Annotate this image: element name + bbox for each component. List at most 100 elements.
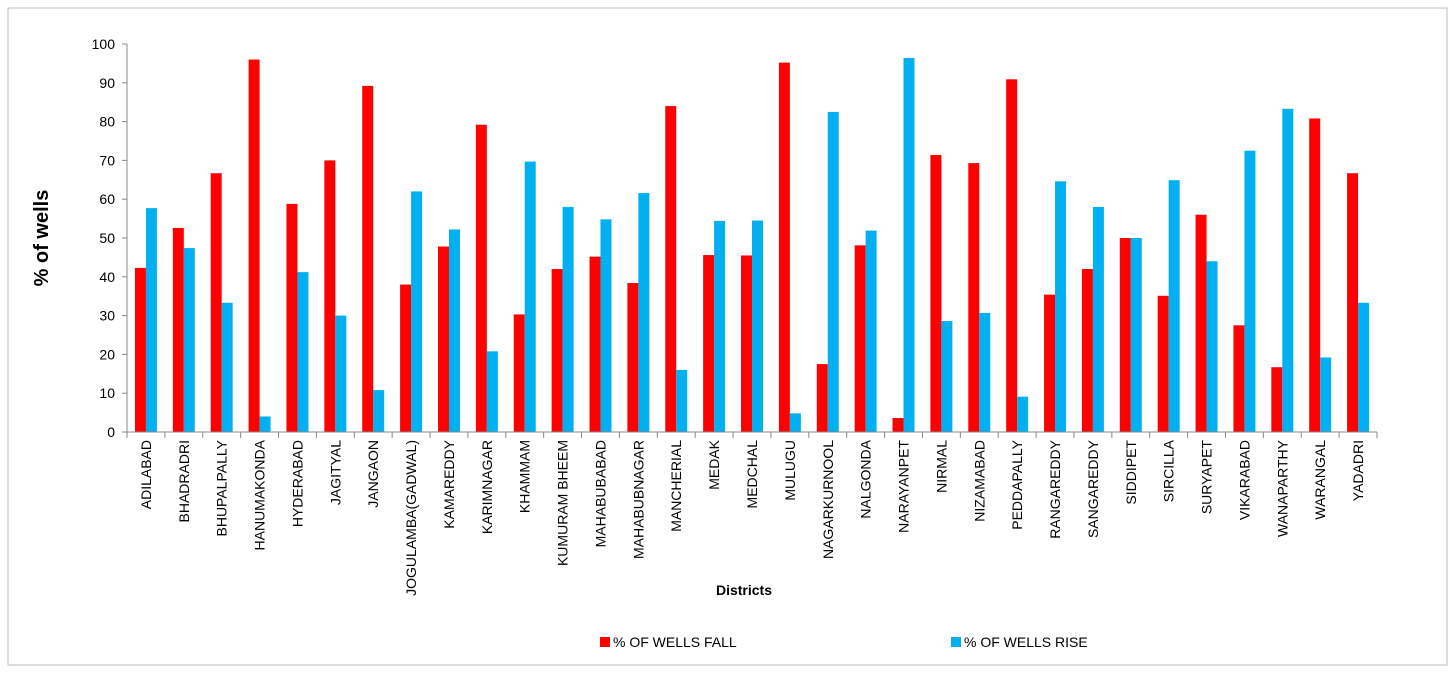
x-tick-label: SURYAPET [1199, 440, 1215, 515]
legend-label: % OF WELLS FALL [613, 634, 737, 650]
y-tick-label: 70 [99, 152, 115, 168]
bar [324, 160, 336, 432]
bar [373, 390, 385, 432]
bar [210, 173, 222, 433]
bar [1347, 173, 1359, 433]
x-tick-label: SIRCILLA [1161, 439, 1177, 502]
bar [827, 111, 839, 433]
x-tick-label: SIDDIPET [1123, 440, 1139, 505]
bar [979, 312, 991, 432]
bar [297, 272, 309, 432]
bar [172, 227, 184, 432]
bar [703, 255, 715, 432]
x-tick-label: YADADRI [1350, 440, 1366, 501]
bar [589, 256, 601, 432]
y-tick-label: 90 [99, 75, 115, 91]
bar [475, 124, 487, 432]
bar [551, 269, 563, 432]
bar [1282, 108, 1294, 433]
y-tick-label: 20 [99, 346, 115, 362]
bar [1309, 118, 1321, 432]
x-tick-label: WARANGAL [1312, 440, 1328, 520]
bar [248, 59, 260, 433]
y-tick-label: 50 [99, 230, 115, 246]
bar [865, 230, 877, 432]
legend-label: % OF WELLS RISE [964, 634, 1088, 650]
bar [941, 321, 953, 432]
bar [400, 284, 412, 432]
x-tick-label: JANGAON [365, 440, 381, 508]
x-tick-label: MAHABUBABAD [592, 440, 608, 547]
bar [676, 369, 688, 432]
x-tick-label: ADILABAD [138, 440, 154, 509]
bar [562, 206, 574, 432]
y-tick-label: 30 [99, 308, 115, 324]
bar [638, 192, 650, 432]
y-tick-label: 80 [99, 114, 115, 130]
x-axis-title: Districts [716, 582, 772, 598]
bar [892, 418, 904, 432]
bar [1119, 238, 1131, 432]
bar [335, 315, 347, 432]
bar [1244, 150, 1256, 432]
x-tick-label: KARIMNAGAR [479, 440, 495, 534]
x-tick-label: HYDERABAD [289, 440, 305, 527]
x-tick-label: NARAYANPET [896, 440, 912, 533]
x-tick-label: BHADRADRI [176, 440, 192, 522]
bar [1006, 79, 1018, 433]
x-tick-label: JAGITYAL [327, 440, 343, 505]
bar [903, 57, 915, 433]
bar [752, 220, 763, 432]
legend-swatch [951, 637, 961, 647]
y-tick-label: 10 [99, 385, 115, 401]
bar [1044, 294, 1056, 432]
bar [816, 364, 828, 432]
bar [1206, 261, 1218, 432]
bar [362, 85, 374, 433]
x-tick-label: RANGAREDDY [1047, 439, 1063, 538]
bar [134, 267, 146, 432]
bar [286, 203, 298, 432]
bar [1092, 206, 1104, 432]
x-tick-label: KUMURAM BHEEM [555, 440, 571, 566]
bar [1081, 269, 1093, 432]
bar [714, 220, 726, 432]
x-tick-label: KAMAREDDY [441, 439, 457, 528]
x-tick-label: MEDCHAL [744, 440, 760, 509]
bar [145, 208, 157, 432]
bar [1233, 325, 1245, 432]
bar [486, 351, 498, 432]
x-tick-label: KHAMMAM [517, 440, 533, 513]
bar [1358, 302, 1370, 432]
x-tick-label: NIZAMABAD [971, 440, 987, 522]
bar [448, 229, 460, 432]
bar [1271, 367, 1283, 432]
bar [1017, 396, 1029, 432]
bar [1130, 238, 1142, 432]
bar [930, 154, 942, 432]
bar [854, 245, 866, 432]
x-tick-label: NALGONDA [858, 439, 874, 518]
bar [1055, 181, 1067, 432]
x-tick-label: SANGAREDDY [1085, 439, 1101, 538]
legend-swatch [600, 637, 610, 647]
x-tick-label: MULUGU [782, 440, 798, 501]
bar [665, 106, 677, 432]
x-tick-label: MAHABUBNAGAR [630, 440, 646, 559]
bar [513, 314, 525, 432]
bar [411, 191, 423, 432]
x-tick-label: NIRMAL [933, 440, 949, 493]
y-tick-label: 60 [99, 191, 115, 207]
y-axis-title: % of wells [31, 190, 53, 287]
bar [968, 163, 980, 432]
x-tick-label: BHUPALPALLY [214, 439, 230, 536]
bar [524, 161, 536, 432]
bar [600, 219, 612, 432]
y-tick-label: 100 [92, 36, 116, 52]
bar [789, 413, 801, 432]
bar [1320, 357, 1332, 432]
bar [437, 246, 449, 432]
y-tick-label: 0 [107, 424, 115, 440]
bar [1195, 214, 1207, 432]
